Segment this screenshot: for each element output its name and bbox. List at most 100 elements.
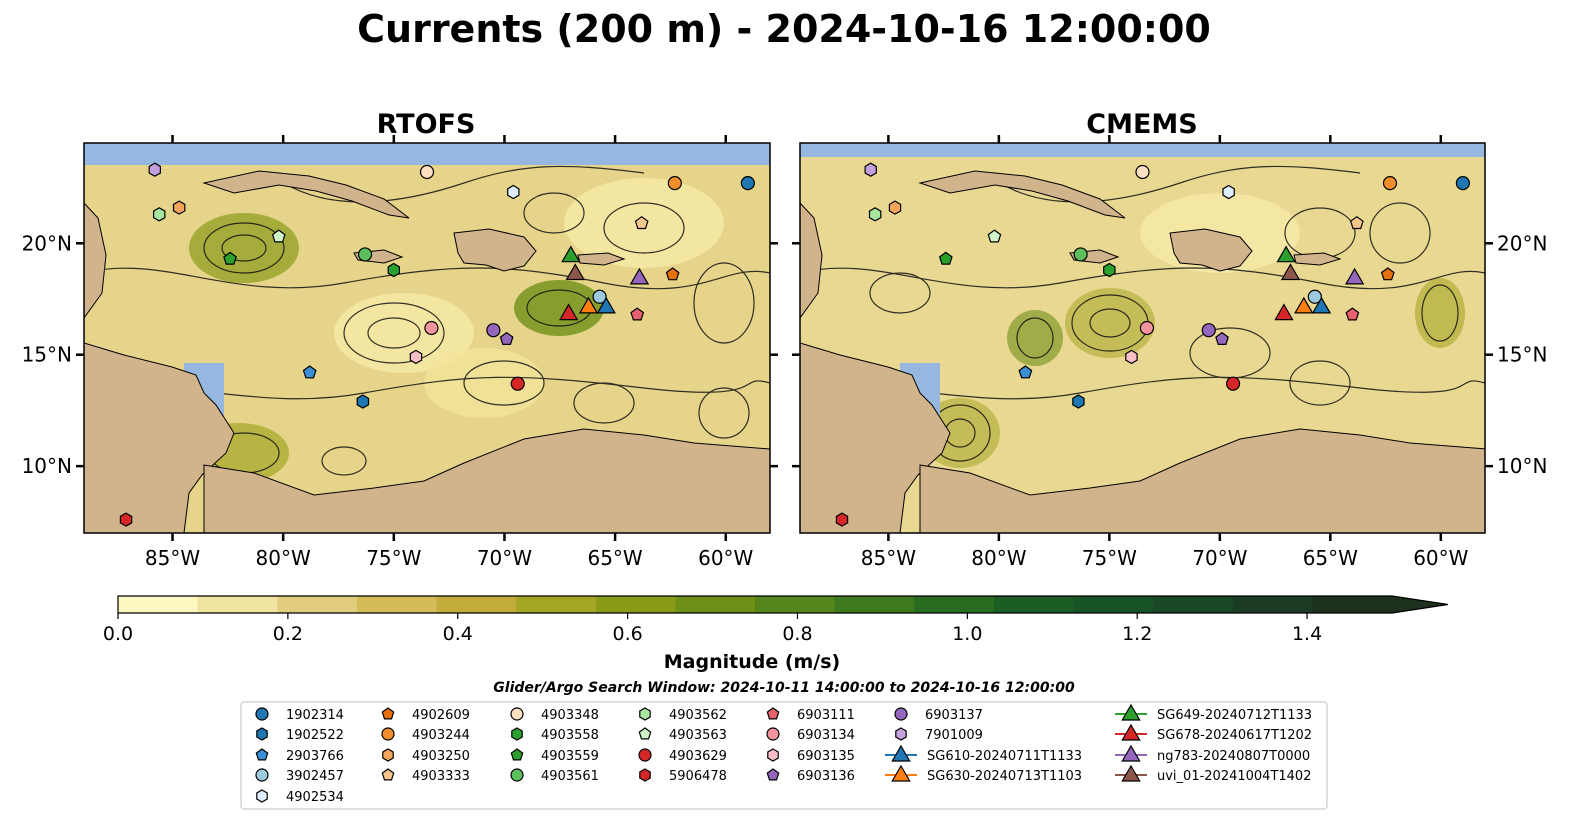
water-land-cmems	[800, 143, 1485, 533]
marker-6903136	[1215, 331, 1229, 345]
legend-marker	[638, 727, 652, 740]
legend-label: 4903348	[541, 708, 599, 723]
marker-4903561	[1073, 247, 1088, 262]
colorbar-tick-label: 0.0	[103, 623, 133, 645]
markers-rtofs	[119, 162, 755, 527]
marker-4903562	[153, 207, 166, 222]
legend-marker	[891, 764, 911, 782]
frame-rtofs	[83, 142, 771, 534]
lon-ticks-cmems: 85°W 80°W 75°W 70°W 65°W 60°W	[861, 135, 1469, 570]
colorbar-tick-label: 0.6	[612, 623, 642, 645]
legend-item: SG610-20240711T1133	[885, 744, 1082, 764]
legend-label: 4902534	[286, 790, 344, 805]
lon-tick-label: 75°W	[1082, 546, 1137, 570]
lon-tick-label: 85°W	[861, 546, 916, 570]
colorbar-segment	[993, 596, 1074, 613]
marker-4903250	[172, 200, 186, 215]
legend-label: SG630-20240713T1103	[927, 769, 1082, 784]
legend-item: ng783-20240807T0000	[1115, 744, 1310, 764]
marker-6903111	[1345, 307, 1360, 321]
legend-item: 4903563	[638, 727, 727, 743]
legend-marker	[1121, 764, 1141, 782]
legend-item: 3902457	[255, 768, 344, 784]
legend-item: 4903629	[638, 748, 727, 764]
colorbar-ticks: 0.0 0.2 0.4 0.6 0.8 1.0 1.2 1.4	[103, 613, 1322, 645]
legend-label: SG678-20240617T1202	[1157, 728, 1312, 743]
marker-4903629	[510, 376, 525, 391]
colorbar-extend	[1392, 596, 1448, 613]
legend-marker	[638, 748, 652, 762]
legend-marker	[510, 748, 524, 761]
legend-marker	[381, 727, 395, 741]
legend-label: 4903559	[541, 749, 599, 764]
legend-marker	[1121, 723, 1141, 741]
lon-tick-label: 70°W	[1192, 546, 1247, 570]
colorbar-tick-label: 0.4	[443, 623, 473, 645]
marker-4903562	[868, 207, 882, 222]
legend-marker	[381, 707, 395, 720]
lat-tick-label: 15°N	[1497, 343, 1547, 367]
colorbar-tick-label: 1.4	[1292, 623, 1322, 645]
frame-cmems	[799, 142, 1486, 534]
lon-tick-label: 75°W	[366, 546, 421, 570]
legend-marker	[894, 707, 908, 721]
marker-4903629	[1225, 376, 1241, 391]
lon-tick-label: 70°W	[477, 546, 532, 570]
panel-cmems: CMEMS	[792, 109, 1547, 570]
legend-marker	[255, 748, 269, 761]
legend-item: 4903561	[510, 768, 599, 784]
legend-item: 6903137	[894, 707, 983, 723]
legend-item: 2903766	[255, 748, 344, 764]
legend-label: 4903563	[669, 728, 727, 743]
marker-4902534	[507, 184, 520, 200]
marker-6903135	[1125, 349, 1138, 365]
legend-item: 6903135	[767, 748, 855, 764]
legend-item: SG630-20240713T1103	[885, 764, 1082, 784]
marker-4903333	[634, 215, 649, 230]
streamlines	[84, 165, 770, 476]
panel-rtofs: RTOFS	[22, 109, 778, 570]
marker-6903137	[486, 323, 501, 338]
colorbar-segment	[595, 596, 676, 613]
marker-5906478	[119, 512, 133, 527]
marker-ng783-20240807T0000	[1344, 267, 1365, 285]
legend-item: 6903136	[766, 768, 855, 784]
marker-6903137	[1201, 323, 1216, 338]
legend-label: 6903135	[797, 749, 855, 764]
eddy-fast	[514, 280, 604, 336]
lon-tick-label: 85°W	[145, 546, 200, 570]
legend-label: 4903333	[412, 769, 470, 784]
legend-label: 4902609	[412, 708, 470, 723]
legend-item: 4903244	[381, 727, 470, 743]
colorbar-segments	[117, 595, 1449, 614]
marker-4903561	[357, 247, 373, 262]
colorbar-outline	[117, 595, 1449, 614]
legend-label: 3902457	[286, 769, 344, 784]
marker-4902609	[1380, 267, 1395, 281]
eddy-fast	[1065, 288, 1155, 358]
legend-item: 6903134	[766, 727, 855, 743]
colorbar-tick-label: 0.8	[782, 623, 812, 645]
colorbar-segment	[834, 596, 915, 613]
legend-label: 5906478	[669, 769, 727, 784]
marker-SG630-20240713T1103	[578, 296, 599, 314]
marker-1902314	[740, 176, 755, 191]
marker-6903134	[424, 320, 439, 336]
legend-item: 4903558	[511, 727, 599, 743]
legend-marker	[382, 748, 394, 762]
legend-item: 1902314	[255, 707, 344, 723]
colorbar-segment	[356, 596, 437, 613]
lat-tick-label: 10°N	[22, 454, 72, 478]
lon-tick-label: 60°W	[1413, 546, 1468, 570]
lat-tick-label: 20°N	[1497, 231, 1547, 255]
marker-4903348	[419, 164, 435, 180]
lon-tick-label: 65°W	[1303, 546, 1358, 570]
legend-item: 1902522	[256, 727, 344, 743]
marker-7901009	[864, 162, 877, 177]
marker-1902522	[356, 394, 370, 409]
lat-tick-label: 15°N	[22, 343, 72, 367]
legend-item: SG678-20240617T1202	[1115, 723, 1312, 743]
markers-cmems	[835, 162, 1471, 527]
legend-item: 4903562	[639, 707, 727, 723]
